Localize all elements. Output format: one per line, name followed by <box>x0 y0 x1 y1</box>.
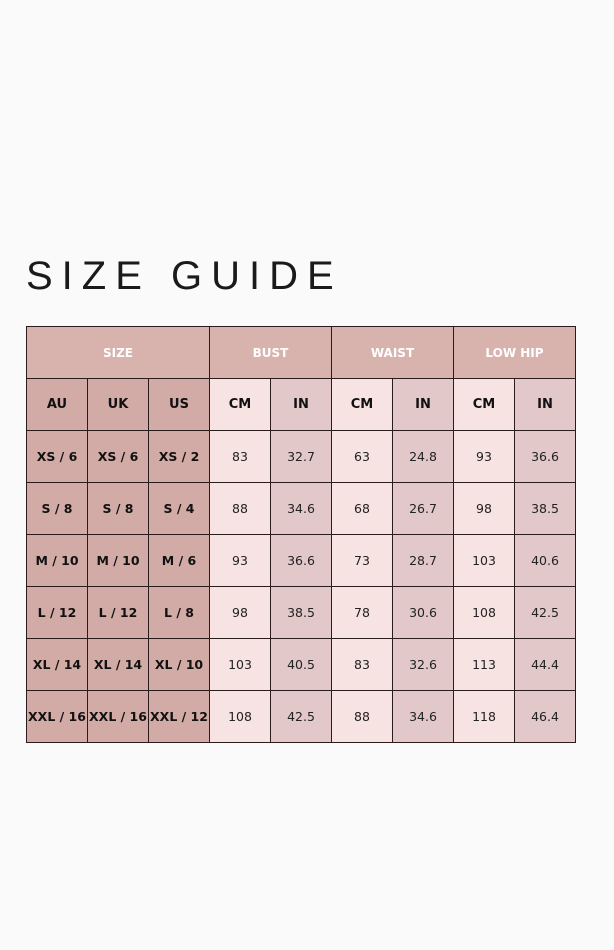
subheader-cm: CM <box>209 378 271 431</box>
measurement-cell: 34.6 <box>392 690 454 743</box>
measurement-cell: 40.6 <box>514 534 576 587</box>
table-row: M / 10 M / 10 M / 6 93 36.6 73 28.7 103 40.6 <box>26 534 576 587</box>
size-cell: XS / 6 <box>26 430 88 483</box>
measurement-cell: 98 <box>453 482 515 535</box>
measurement-cell: 63 <box>331 430 393 483</box>
measurement-cell: 36.6 <box>270 534 332 587</box>
measurement-cell: 103 <box>453 534 515 587</box>
measurement-cell: 40.5 <box>270 638 332 691</box>
size-cell: XL / 14 <box>87 638 149 691</box>
size-guide-table: SIZE BUST WAIST LOW HIP AU UK US CM IN CM IN CM… <box>26 326 576 743</box>
measurement-cell: 73 <box>331 534 393 587</box>
measurement-cell: 88 <box>331 690 393 743</box>
subheader-in: IN <box>514 378 576 431</box>
measurement-cell: 68 <box>331 482 393 535</box>
subheader-au: AU <box>26 378 88 431</box>
subheader-in: IN <box>270 378 332 431</box>
size-cell: XXL / 16 <box>26 690 88 743</box>
subheader-row: AU UK US CM IN CM IN CM IN <box>26 378 576 431</box>
measurement-cell: 78 <box>331 586 393 639</box>
size-cell: L / 12 <box>26 586 88 639</box>
subheader-cm: CM <box>331 378 393 431</box>
measurement-cell: 28.7 <box>392 534 454 587</box>
size-cell: XXL / 12 <box>148 690 210 743</box>
subheader-uk: UK <box>87 378 149 431</box>
group-header-waist: WAIST <box>331 326 454 379</box>
group-header-size: SIZE <box>26 326 210 379</box>
measurement-cell: 88 <box>209 482 271 535</box>
measurement-cell: 26.7 <box>392 482 454 535</box>
size-cell: XL / 10 <box>148 638 210 691</box>
measurement-cell: 36.6 <box>514 430 576 483</box>
measurement-cell: 83 <box>209 430 271 483</box>
measurement-cell: 32.6 <box>392 638 454 691</box>
measurement-cell: 42.5 <box>514 586 576 639</box>
table-row: L / 12 L / 12 L / 8 98 38.5 78 30.6 108 42.5 <box>26 586 576 639</box>
measurement-cell: 108 <box>209 690 271 743</box>
measurement-cell: 118 <box>453 690 515 743</box>
group-header-bust: BUST <box>209 326 332 379</box>
measurement-cell: 83 <box>331 638 393 691</box>
measurement-cell: 113 <box>453 638 515 691</box>
size-cell: XS / 6 <box>87 430 149 483</box>
table-row: XXL / 16 XXL / 16 XXL / 12 108 42.5 88 34.6 118… <box>26 690 576 743</box>
size-cell: M / 6 <box>148 534 210 587</box>
page-title: SIZE GUIDE <box>26 254 343 298</box>
size-cell: S / 8 <box>87 482 149 535</box>
subheader-cm: CM <box>453 378 515 431</box>
size-cell: S / 8 <box>26 482 88 535</box>
measurement-cell: 24.8 <box>392 430 454 483</box>
size-cell: M / 10 <box>87 534 149 587</box>
size-cell: S / 4 <box>148 482 210 535</box>
size-cell: XS / 2 <box>148 430 210 483</box>
measurement-cell: 42.5 <box>270 690 332 743</box>
measurement-cell: 103 <box>209 638 271 691</box>
measurement-cell: 93 <box>453 430 515 483</box>
table-row: XL / 14 XL / 14 XL / 10 103 40.5 83 32.6 113 44.… <box>26 638 576 691</box>
measurement-cell: 44.4 <box>514 638 576 691</box>
measurement-cell: 38.5 <box>270 586 332 639</box>
group-header-low-hip: LOW HIP <box>453 326 576 379</box>
group-header-row: SIZE BUST WAIST LOW HIP <box>26 326 576 379</box>
subheader-us: US <box>148 378 210 431</box>
measurement-cell: 34.6 <box>270 482 332 535</box>
size-cell: L / 8 <box>148 586 210 639</box>
measurement-cell: 93 <box>209 534 271 587</box>
measurement-cell: 46.4 <box>514 690 576 743</box>
size-cell: L / 12 <box>87 586 149 639</box>
measurement-cell: 38.5 <box>514 482 576 535</box>
subheader-in: IN <box>392 378 454 431</box>
size-cell: M / 10 <box>26 534 88 587</box>
measurement-cell: 32.7 <box>270 430 332 483</box>
table-row: XS / 6 XS / 6 XS / 2 83 32.7 63 24.8 93 36.6 <box>26 430 576 483</box>
size-cell: XXL / 16 <box>87 690 149 743</box>
measurement-cell: 30.6 <box>392 586 454 639</box>
table-body: XS / 6 XS / 6 XS / 2 83 32.7 63 24.8 93 36.6 S / … <box>26 430 576 743</box>
size-cell: XL / 14 <box>26 638 88 691</box>
measurement-cell: 98 <box>209 586 271 639</box>
measurement-cell: 108 <box>453 586 515 639</box>
